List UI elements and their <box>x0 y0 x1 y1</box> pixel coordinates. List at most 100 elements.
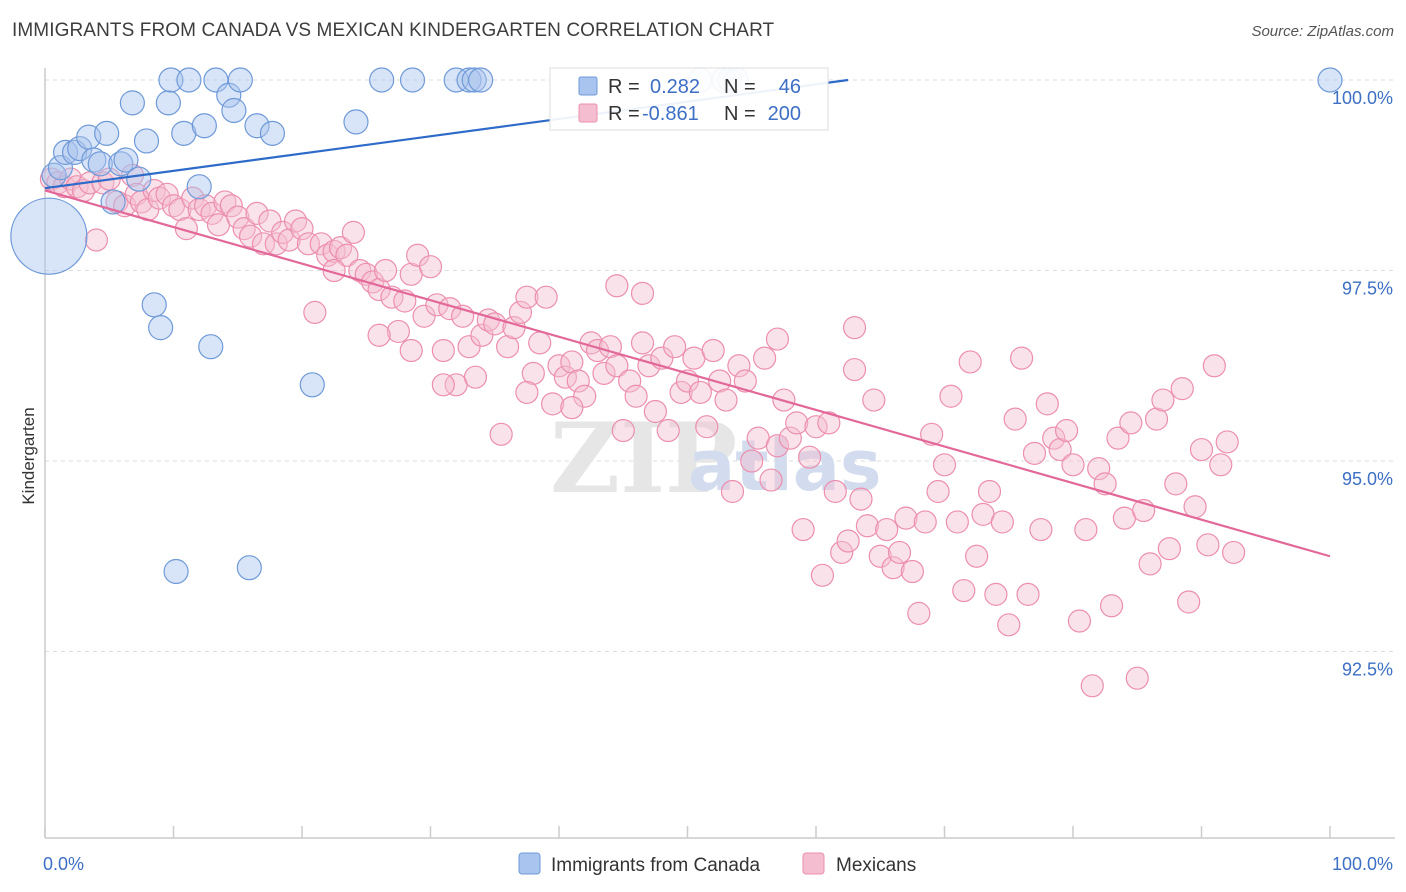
data-point <box>386 319 410 344</box>
data-point <box>592 361 616 385</box>
data-point <box>965 544 989 568</box>
data-point <box>907 601 931 626</box>
series-legend-swatch-mexicans <box>802 852 825 875</box>
data-point <box>926 479 950 504</box>
data-point <box>932 453 957 477</box>
data-point <box>855 514 880 538</box>
data-point <box>244 113 270 139</box>
data-point <box>133 128 160 154</box>
data-point <box>81 147 107 173</box>
data-point <box>1080 674 1104 698</box>
data-point <box>958 350 982 374</box>
data-point <box>1022 441 1047 465</box>
data-point <box>913 510 937 534</box>
data-point <box>656 418 680 443</box>
data-point <box>765 434 790 458</box>
data-point <box>232 216 256 241</box>
data-point <box>900 559 924 584</box>
series-legend-swatch-canada <box>518 852 541 875</box>
data-point <box>791 517 815 542</box>
data-point <box>611 418 635 443</box>
data-point <box>528 331 552 355</box>
data-point <box>296 232 321 256</box>
data-point <box>108 151 134 177</box>
series-legend-label-mexicans: Mexicans <box>836 855 916 876</box>
data-point <box>1138 552 1162 576</box>
data-point <box>1003 407 1027 431</box>
data-point <box>1209 453 1233 477</box>
data-point <box>373 258 398 283</box>
data-point <box>997 613 1021 637</box>
data-point <box>264 232 288 256</box>
data-point <box>887 540 912 565</box>
data-point <box>418 255 443 279</box>
data-point <box>213 190 237 214</box>
data-point <box>823 479 847 504</box>
mexicans-points <box>39 163 1246 698</box>
y-axis-label: Kindergarten <box>19 407 38 504</box>
data-point <box>720 479 745 504</box>
data-point <box>87 151 113 177</box>
data-point <box>1087 457 1111 481</box>
data-point <box>547 354 571 378</box>
legend-swatch-pink <box>578 103 598 123</box>
data-point <box>1222 540 1246 565</box>
series-legend: Immigrants from Canada Mexicans <box>518 852 916 876</box>
watermark: ZIP atlas <box>550 402 882 515</box>
data-point <box>1125 666 1149 690</box>
data-point <box>186 174 212 200</box>
data-point <box>245 201 269 225</box>
data-point <box>191 113 217 139</box>
legend-r-value: -0.861 <box>642 103 699 125</box>
data-point <box>508 300 533 325</box>
data-point <box>797 445 822 469</box>
series-legend-label-canada: Immigrants from Canada <box>551 855 761 876</box>
data-point <box>618 369 642 393</box>
data-point <box>158 67 184 93</box>
data-point <box>810 563 835 587</box>
data-point <box>669 380 693 405</box>
data-point <box>785 411 809 435</box>
data-point <box>894 506 918 530</box>
data-point <box>496 335 520 359</box>
data-point <box>483 312 507 336</box>
data-point <box>560 396 584 420</box>
data-point <box>534 285 558 309</box>
data-point <box>226 205 250 229</box>
data-point <box>461 67 487 93</box>
legend-n-value: 200 <box>768 103 801 125</box>
data-point <box>862 388 886 412</box>
data-point <box>881 556 905 580</box>
data-point <box>701 338 725 363</box>
data-point <box>842 316 867 340</box>
data-point <box>1177 590 1201 614</box>
data-point <box>643 399 667 424</box>
data-point <box>1164 472 1188 496</box>
data-point <box>515 285 539 309</box>
data-point <box>155 182 179 206</box>
data-point <box>1170 377 1194 401</box>
data-point <box>759 468 783 492</box>
y-tick-label: 95.0% <box>1342 469 1393 489</box>
data-point <box>1119 411 1143 435</box>
data-point <box>52 139 79 165</box>
data-point <box>463 365 488 389</box>
data-point <box>119 90 145 116</box>
data-point <box>740 449 764 473</box>
data-point <box>1196 533 1220 557</box>
data-point <box>560 350 584 374</box>
data-point <box>1106 426 1130 450</box>
data-point <box>290 216 314 241</box>
data-point <box>431 373 455 397</box>
data-point <box>817 411 841 435</box>
legend-n-label: N = <box>724 103 756 125</box>
data-point <box>1317 67 1343 93</box>
data-point <box>624 384 648 408</box>
data-point <box>804 415 828 439</box>
chart-title: IMMIGRANTS FROM CANADA VS MEXICAN KINDER… <box>12 20 775 41</box>
data-point <box>1016 582 1040 606</box>
data-point <box>752 346 777 370</box>
data-point <box>727 354 751 378</box>
data-point <box>1074 517 1098 542</box>
watermark-atlas: atlas <box>688 425 882 507</box>
